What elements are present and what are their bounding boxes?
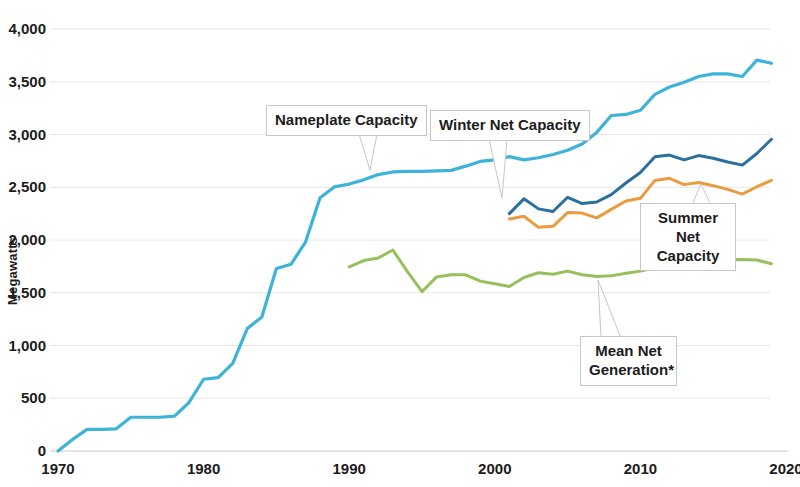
x-tick-label: 1990 [333,460,366,477]
y-tick-label: 500 [21,389,46,406]
annotation-winter-net-capacity: Winter Net Capacity [430,110,590,141]
x-tick-label: 1980 [187,460,220,477]
x-tick-label: 2000 [478,460,511,477]
annotation-mean-net-generation: Mean Net Generation* [580,336,677,386]
y-tick-label: 1,000 [8,337,46,354]
annotation-label: Summer Net Capacity [657,209,720,264]
y-tick-label: 2,500 [8,178,46,195]
y-tick-label: 3,000 [8,126,46,143]
x-tick-label: 1970 [41,460,74,477]
x-tick-label: 2010 [624,460,657,477]
annotation-label: Nameplate Capacity [275,111,418,128]
y-tick-label: 3,500 [8,73,46,90]
annotation-nameplate-capacity: Nameplate Capacity [266,105,427,136]
annotation-label: Winter Net Capacity [439,116,581,133]
y-axis-label: Megawatts [5,237,20,305]
annotation-summer-net-capacity: Summer Net Capacity [640,203,736,271]
chart-figure: Megawatts 05001,0001,5002,0002,5003,0003… [0,0,800,487]
y-tick-label: 4,000 [8,20,46,37]
callout-pointer-nameplate-capacity [359,134,377,170]
x-tick-label: 2020 [769,460,800,477]
annotation-label: Mean Net Generation* [589,342,674,378]
y-tick-label: 0 [38,442,46,459]
chart-page: { "chart_data": { "type": "line", "title… [0,0,800,487]
callout-pointer-mean-net-generation [598,280,621,338]
callout-pointer-winter-net-capacity [489,139,507,198]
